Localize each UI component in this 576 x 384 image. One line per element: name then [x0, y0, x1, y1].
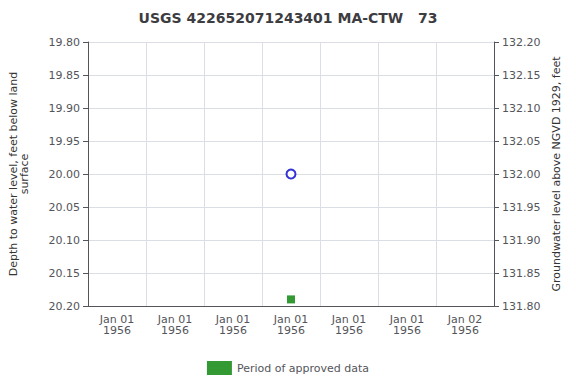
- svg-text:19.85: 19.85: [49, 69, 81, 82]
- svg-text:20.10: 20.10: [49, 234, 81, 247]
- svg-text:19.90: 19.90: [49, 102, 81, 115]
- svg-text:131.80: 131.80: [502, 300, 541, 313]
- svg-text:132.15: 132.15: [502, 69, 541, 82]
- svg-text:131.95: 131.95: [502, 201, 541, 214]
- svg-text:Jan 01: Jan 01: [389, 313, 425, 326]
- svg-text:Groundwater level above NGVD 1: Groundwater level above NGVD 1929, feet: [550, 56, 563, 292]
- svg-text:20.05: 20.05: [49, 201, 81, 214]
- svg-text:1956: 1956: [219, 324, 247, 337]
- svg-text:Jan 01: Jan 01: [157, 313, 193, 326]
- svg-text:132.10: 132.10: [502, 102, 541, 115]
- svg-text:131.90: 131.90: [502, 234, 541, 247]
- svg-text:19.80: 19.80: [49, 36, 81, 49]
- svg-text:1956: 1956: [161, 324, 189, 337]
- svg-text:Jan 02: Jan 02: [447, 313, 483, 326]
- svg-text:surface: surface: [18, 153, 31, 194]
- svg-text:1956: 1956: [103, 324, 131, 337]
- svg-text:131.85: 131.85: [502, 267, 541, 280]
- svg-text:1956: 1956: [451, 324, 479, 337]
- svg-text:Jan 01: Jan 01: [273, 313, 309, 326]
- svg-text:1956: 1956: [277, 324, 305, 337]
- svg-text:132.00: 132.00: [502, 168, 541, 181]
- svg-text:1956: 1956: [393, 324, 421, 337]
- svg-text:19.95: 19.95: [49, 135, 81, 148]
- svg-text:132.05: 132.05: [502, 135, 541, 148]
- svg-text:20.15: 20.15: [49, 267, 81, 280]
- svg-text:20.20: 20.20: [49, 300, 81, 313]
- svg-text:Jan 01: Jan 01: [331, 313, 367, 326]
- svg-text:Jan 01: Jan 01: [99, 313, 135, 326]
- svg-text:USGS 422652071243401 MA-CTW: USGS 422652071243401 MA-CTW 73: [139, 10, 438, 26]
- svg-text:Depth to water level, feet bel: Depth to water level, feet below land: [7, 71, 20, 277]
- svg-text:20.00: 20.00: [49, 168, 81, 181]
- svg-text:Period of approved data: Period of approved data: [237, 362, 369, 375]
- svg-text:1956: 1956: [335, 324, 363, 337]
- svg-text:132.20: 132.20: [502, 36, 541, 49]
- svg-text:Jan 01: Jan 01: [215, 313, 251, 326]
